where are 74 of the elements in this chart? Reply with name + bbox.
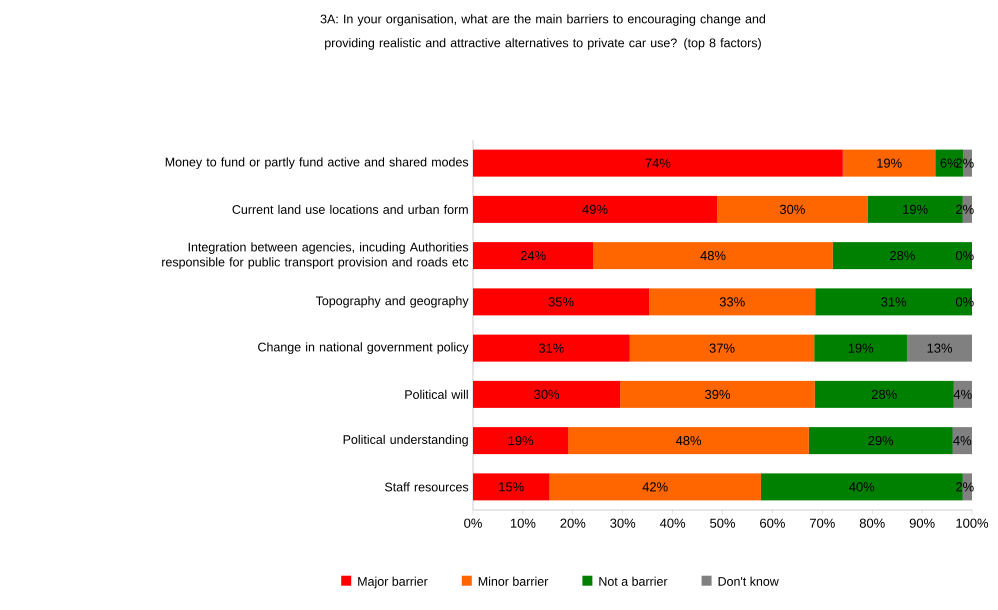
x-tick-label: 10% — [510, 518, 536, 528]
data-label: 19% — [877, 158, 902, 168]
legend-label: Major barrier — [358, 576, 428, 588]
data-label: 39% — [705, 390, 730, 399]
bar — [842, 150, 936, 177]
x-tick-label: 50% — [710, 518, 736, 528]
y-tick-label: Money to fund or partly fund active and shared modes — [166, 157, 468, 169]
data-label: 28% — [872, 390, 897, 399]
bar — [473, 473, 550, 500]
x-tick-label: 30% — [610, 518, 636, 528]
bar — [593, 242, 833, 270]
bar — [907, 334, 972, 362]
bar — [473, 380, 620, 408]
bar — [814, 380, 954, 408]
x-tick-label: 100% — [956, 518, 988, 528]
y-tick-label: Topography and geography — [316, 296, 469, 308]
data-label: 13% — [928, 344, 952, 353]
data-label: 30% — [534, 390, 560, 399]
x-tick-label: 40% — [660, 518, 686, 528]
x-tick-label: 70% — [810, 518, 835, 528]
data-label: 31% — [538, 344, 564, 353]
data-label: 4% — [954, 390, 972, 399]
bar — [954, 380, 972, 408]
data-label: 19% — [903, 204, 928, 214]
bar — [649, 288, 816, 316]
data-label: 28% — [890, 251, 915, 260]
data-label: 48% — [700, 251, 726, 260]
bar — [473, 242, 594, 270]
x-tick-label: 90% — [910, 518, 935, 528]
x-tick-label: 0% — [464, 518, 482, 528]
data-label: 15% — [499, 482, 524, 492]
bar — [832, 242, 972, 270]
y-tick-label: Staff resources — [384, 482, 468, 492]
bar — [473, 334, 630, 362]
data-label: 19% — [508, 436, 534, 446]
bar — [815, 288, 972, 316]
data-label: 24% — [520, 251, 546, 260]
x-tick-label: 80% — [860, 518, 885, 528]
legend-label: Minor barrier — [478, 576, 548, 586]
data-label: 31% — [881, 297, 906, 306]
data-label: 37% — [710, 344, 735, 353]
data-label: 29% — [868, 436, 894, 446]
data-label: 48% — [676, 436, 702, 446]
bar — [952, 427, 972, 454]
y-tick-label: Political will — [405, 390, 468, 399]
bar — [473, 288, 650, 316]
data-label: 42% — [642, 482, 668, 492]
chart-title: 3A: In your organisation, what are the main barriers to encouraging change and providing realistic and attractive alternatives to private car use? (top 8 factors) — [320, 14, 766, 50]
bar — [473, 427, 568, 454]
data-label: 30% — [780, 204, 805, 214]
y-tick-label: Political understanding — [344, 434, 468, 446]
bar — [473, 150, 843, 177]
bar — [549, 473, 761, 500]
data-label: 4% — [953, 436, 972, 446]
y-tick-label: Integration between agencies, incuding Authorities responsible for public transport provision and roads etc — [162, 242, 468, 269]
data-label: 33% — [720, 297, 745, 306]
data-label: 40% — [849, 482, 874, 492]
x-tick-label: 60% — [760, 518, 785, 528]
data-label: 49% — [582, 204, 608, 214]
bar — [568, 427, 809, 454]
bar — [473, 196, 718, 223]
data-label: 35% — [548, 297, 574, 306]
data-label: 74% — [646, 158, 670, 168]
legend-label: Don't know — [718, 576, 779, 586]
bar — [808, 427, 953, 454]
bar — [717, 196, 868, 223]
bar — [630, 334, 814, 362]
legend-label: Not a barrier — [599, 576, 668, 586]
bar — [620, 380, 815, 408]
bar — [814, 334, 908, 362]
y-tick-label: Current land use locations and urban form — [232, 204, 468, 214]
y-tick-label: Change in national government policy — [258, 342, 469, 354]
data-label: 19% — [848, 344, 874, 353]
x-tick-label: 20% — [560, 518, 586, 528]
